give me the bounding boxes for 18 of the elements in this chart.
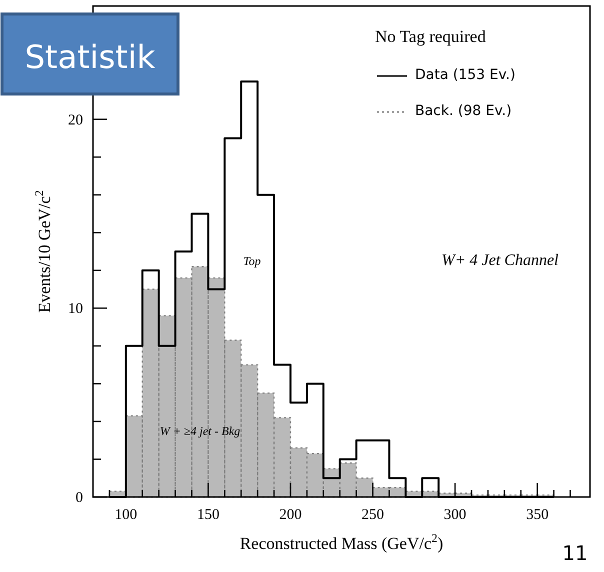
x-axis-title: Reconstructed Mass (GeV/c$^{2}$) xyxy=(240,531,444,553)
x-tick-label: 200 xyxy=(279,507,302,523)
x-tick-label: 150 xyxy=(196,507,220,523)
x-tick-label: 250 xyxy=(362,507,384,523)
annotation: Top xyxy=(243,254,261,268)
legend-label: Data (153 Ev.) xyxy=(415,67,516,83)
y-tick-label: 20 xyxy=(68,112,83,128)
x-tick-label: 300 xyxy=(444,507,466,523)
text: 11 xyxy=(562,541,588,565)
x-tick-label: 350 xyxy=(526,507,549,523)
y-tick-label: 0 xyxy=(76,490,83,506)
annotation: W + ≥4 jet - Bkg xyxy=(160,424,240,438)
legend-label: Back. (98 Ev.) xyxy=(415,103,512,119)
x-tick-label: 100 xyxy=(114,507,138,523)
y-tick-label: 10 xyxy=(68,301,83,318)
legend-title: No Tag required xyxy=(375,27,486,46)
text: Statistik xyxy=(24,38,156,76)
annotation: W+ 4 Jet Channel xyxy=(442,252,560,269)
